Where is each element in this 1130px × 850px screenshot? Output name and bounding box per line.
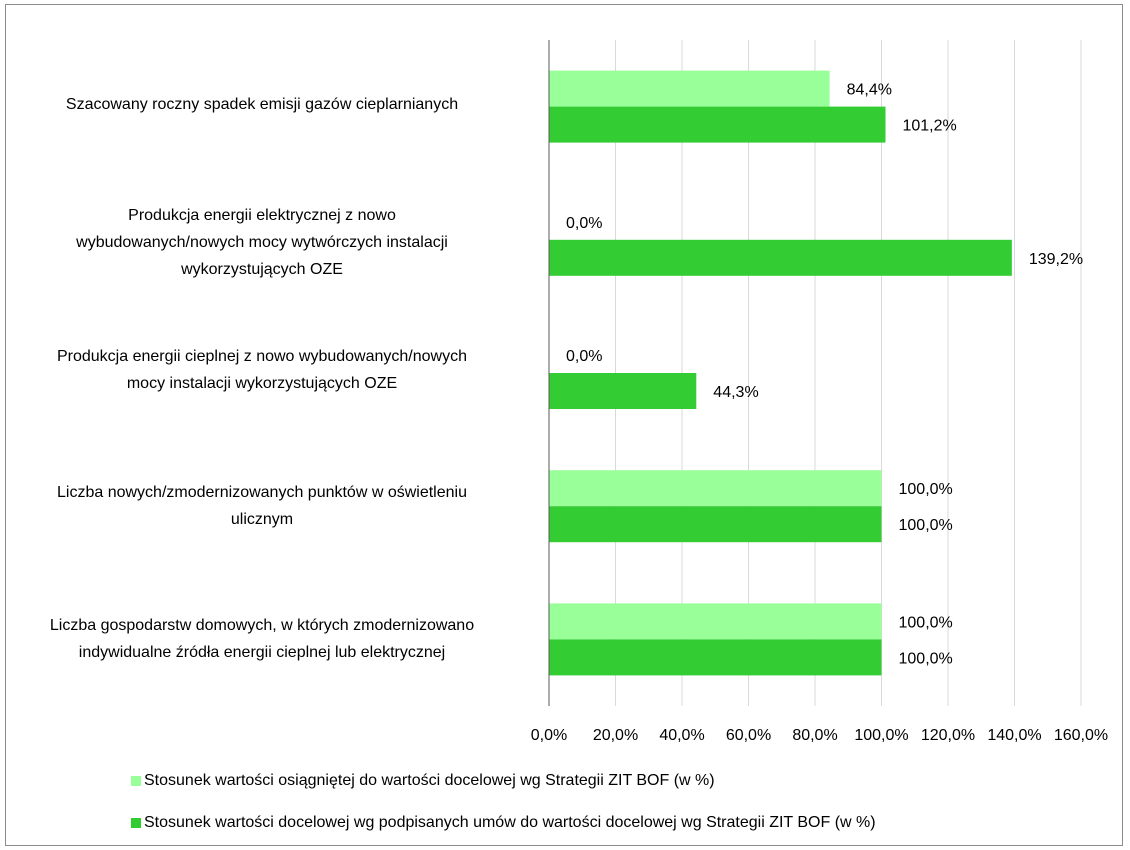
x-tick-label: 120,0% (921, 727, 975, 744)
gridlines (615, 40, 1082, 706)
data-label: 0,0% (566, 215, 602, 232)
data-label: 100,0% (899, 481, 953, 498)
category-label-households: Liczba gospodarstw domowych, w których z… (49, 617, 475, 661)
bar (549, 239, 1012, 276)
category-label-emissions: Szacowany roczny spadek emisji gazów cie… (65, 96, 459, 113)
bar (549, 603, 882, 640)
data-label: 44,3% (713, 384, 758, 401)
legend-label-contracted: Stosunek wartości docelowej wg podpisany… (144, 814, 876, 831)
bars (549, 70, 1012, 676)
data-label: 100,0% (899, 517, 953, 534)
legend-item-contracted: Stosunek wartości docelowej wg podpisany… (131, 813, 876, 833)
data-labels: 84,4% 101,2% 0,0% 139,2% 0,0% 44,3% 100,0% 100,… (566, 82, 1083, 668)
legend-label-achieved: Stosunek wartości osiągniętej do wartośc… (144, 772, 715, 789)
bar (549, 470, 882, 507)
x-tick-label: 80,0% (792, 727, 837, 744)
legend-swatch-green (131, 818, 141, 828)
bar (549, 373, 697, 409)
x-tick-label: 140,0% (987, 727, 1041, 744)
bar (549, 639, 882, 676)
category-label-street-lighting: Liczba nowych/zmodernizowanych punktów w… (57, 484, 467, 528)
legend-swatch-light-green (131, 776, 141, 786)
data-label: 100,0% (899, 614, 953, 631)
x-tick-label: 60,0% (726, 727, 771, 744)
x-tick-label: 100,0% (854, 727, 908, 744)
bar (549, 70, 830, 107)
data-label: 100,0% (899, 650, 953, 667)
value-axis: 0,0% 20,0% 40,0% 60,0% 80,0% 100,0% 120,0% 140,… (531, 40, 1108, 744)
x-tick-label: 0,0% (531, 727, 567, 744)
x-tick-label: 40,0% (659, 727, 704, 744)
legend-item-achieved: Stosunek wartości osiągniętej do wartośc… (131, 771, 715, 791)
category-label-heat: Produkcja energii cieplnej z nowo wybudo… (56, 348, 467, 392)
x-tick-label: 20,0% (593, 727, 638, 744)
bar (549, 506, 882, 543)
x-tick-label: 160,0% (1054, 727, 1108, 744)
category-label-electricity: Produkcja energii elektrycznej z nowo wy… (76, 207, 448, 278)
chart-frame (5, 4, 1123, 846)
data-label: 0,0% (566, 348, 602, 365)
bar (549, 106, 886, 143)
data-label: 84,4% (847, 82, 892, 99)
data-label: 101,2% (902, 118, 956, 135)
data-label: 139,2% (1029, 251, 1083, 268)
